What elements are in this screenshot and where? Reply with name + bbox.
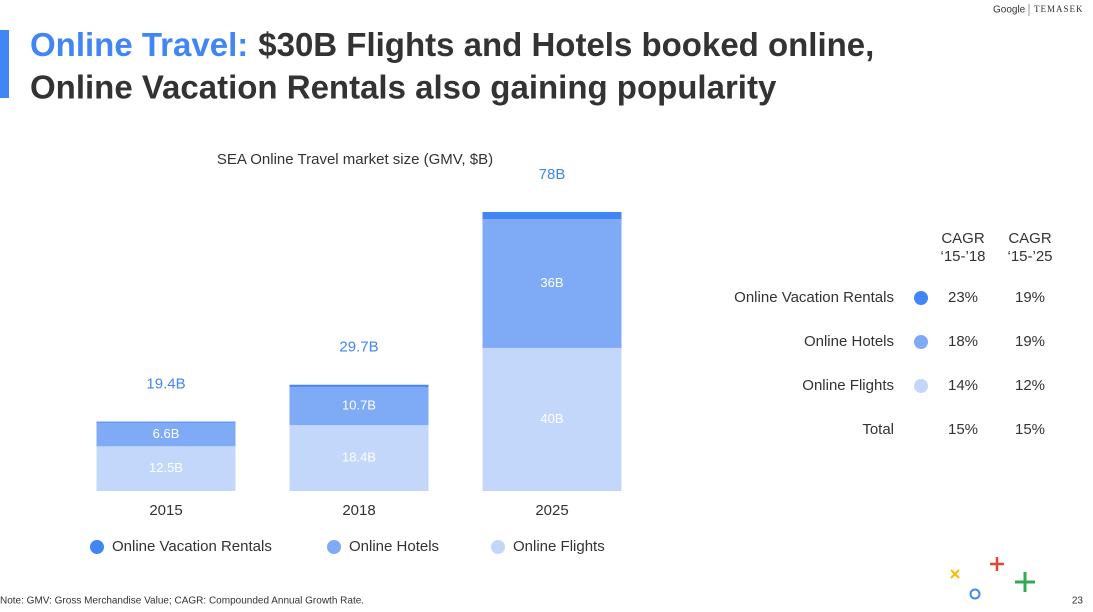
footnote: Note: GMV: Gross Merchandise Value; CAGR…	[0, 596, 364, 607]
row-marker	[914, 335, 928, 349]
row-label: Online Hotels	[804, 333, 894, 350]
bar-segment	[289, 384, 429, 387]
value-label: 18.4B	[342, 450, 376, 465]
legend-label: Online Hotels	[349, 538, 439, 555]
cagr-cell: 19%	[1015, 289, 1045, 306]
value-label: 10.7B	[342, 397, 376, 412]
legend-marker	[90, 540, 104, 554]
table-header: CAGR	[1008, 230, 1052, 247]
value-label: 40B	[540, 411, 563, 426]
legend-label: Online Flights	[513, 538, 605, 555]
row-marker	[914, 379, 928, 393]
bar-segment	[96, 421, 236, 423]
cagr-cell: 23%	[948, 289, 978, 306]
table-header: ‘15-’25	[1007, 248, 1052, 265]
cagr-cell: 14%	[948, 377, 978, 394]
bar-segment	[96, 446, 236, 491]
cagr-cell: 12%	[1015, 377, 1045, 394]
value-label: 12.5B	[149, 460, 183, 475]
cagr-cell: 18%	[948, 333, 978, 350]
value-label: 6.6B	[153, 426, 180, 441]
bar-segment	[482, 219, 622, 348]
value-label: 0.6B	[346, 367, 373, 382]
chart-title: SEA Online Travel market size (GMV, $B)	[217, 151, 493, 168]
bar-segment	[482, 212, 622, 220]
table-header: ‘15-’18	[940, 248, 985, 265]
decoration	[950, 557, 1035, 600]
title: Online Travel: $30B Flights and Hotels bo…	[30, 26, 874, 63]
row-marker	[914, 291, 928, 305]
row-label: Online Flights	[802, 377, 894, 394]
bar-segment	[289, 386, 429, 426]
cagr-cell: 15%	[948, 421, 978, 438]
bar-segment	[482, 347, 622, 491]
title-line2: Online Vacation Rentals also gaining pop…	[30, 69, 777, 106]
table-header: CAGR	[941, 230, 985, 247]
page-number: 23	[1072, 596, 1084, 607]
x-tick-label: 2015	[149, 502, 182, 519]
legend-marker	[327, 540, 341, 554]
bar-segment	[289, 425, 429, 491]
total-label: 29.7B	[339, 339, 378, 356]
accent-bar	[0, 30, 9, 98]
title-highlight: Online Travel:	[30, 26, 248, 63]
x-tick-label: 2025	[535, 502, 568, 519]
x-tick-label: 2018	[342, 502, 375, 519]
logo-temasek: TEMASEK	[1034, 4, 1084, 14]
bar-segment	[96, 422, 236, 447]
value-label: 36B	[540, 275, 563, 290]
legend-label: Online Vacation Rentals	[112, 538, 272, 555]
total-label: 78B	[539, 166, 566, 183]
row-label: Total	[862, 421, 894, 438]
title-rest: $30B Flights and Hotels booked online,	[258, 26, 874, 63]
value-label: 2B	[544, 194, 560, 209]
cagr-cell: 15%	[1015, 421, 1045, 438]
total-label: 19.4B	[146, 376, 185, 393]
value-label: 0.3B	[153, 404, 180, 419]
legend-marker	[491, 540, 505, 554]
cagr-cell: 19%	[1015, 333, 1045, 350]
logo-google: Google	[993, 5, 1026, 16]
row-label: Online Vacation Rentals	[734, 289, 894, 306]
